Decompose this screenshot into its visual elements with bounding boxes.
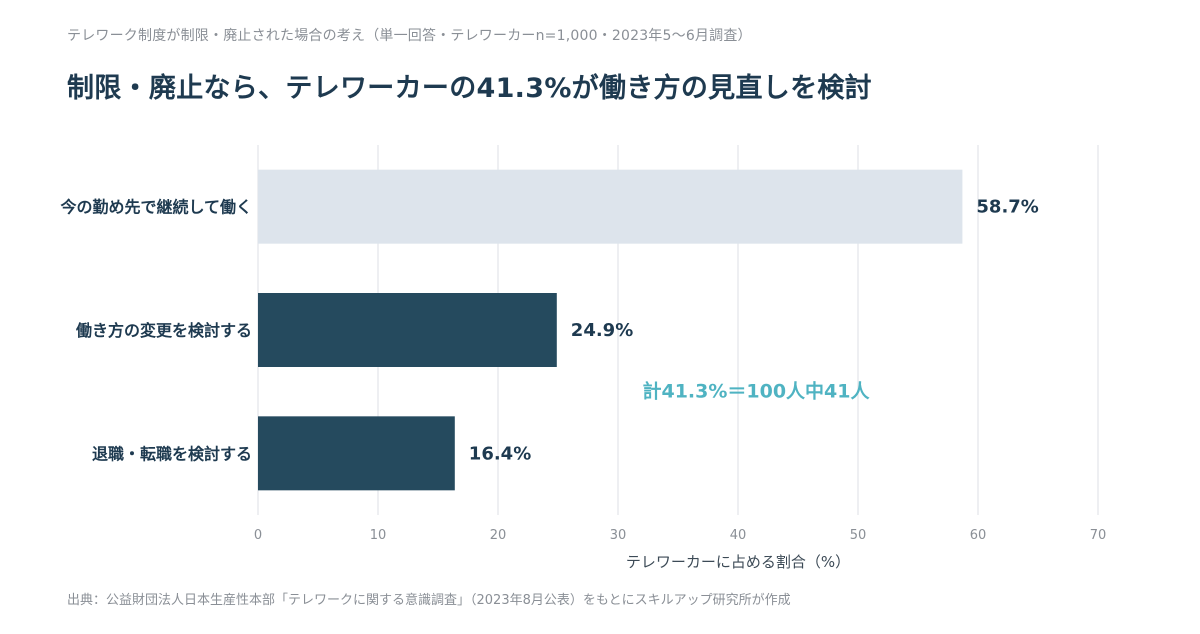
- x-tick-label: 30: [610, 528, 627, 543]
- chart-title: 制限・廃止なら、テレワーカーの41.3%が働き方の見直しを検討: [67, 73, 872, 104]
- x-tick-label: 70: [1090, 528, 1107, 543]
- category-label: 働き方の変更を検討する: [75, 321, 252, 340]
- total-annotation: 計41.3%＝100人中41人: [642, 380, 870, 403]
- value-label: 58.7%: [976, 197, 1038, 218]
- x-tick-label: 60: [970, 528, 987, 543]
- value-label: 16.4%: [469, 443, 531, 464]
- x-tick-label: 50: [850, 528, 867, 543]
- chart-subtitle: テレワーク制度が制限・廃止された場合の考え（単一回答・テレワーカーn=1,000…: [67, 28, 752, 44]
- bar: [258, 169, 963, 244]
- x-tick-label: 0: [254, 528, 262, 543]
- category-label: 退職・転職を検討する: [92, 444, 252, 463]
- category-label: 今の勤め先で継続して働く: [59, 198, 252, 217]
- x-axis-title: テレワーカーに占める割合（%）: [626, 553, 850, 571]
- x-tick-label: 20: [490, 528, 507, 543]
- source-note: 出典：公益財団法人日本生産性本部「テレワークに関する意識調査」（2023年8月公…: [67, 593, 791, 608]
- bar: [258, 416, 455, 491]
- x-tick-label: 40: [730, 528, 747, 543]
- x-tick-label: 10: [370, 528, 387, 543]
- bar: [258, 293, 557, 367]
- value-label: 24.9%: [571, 320, 633, 341]
